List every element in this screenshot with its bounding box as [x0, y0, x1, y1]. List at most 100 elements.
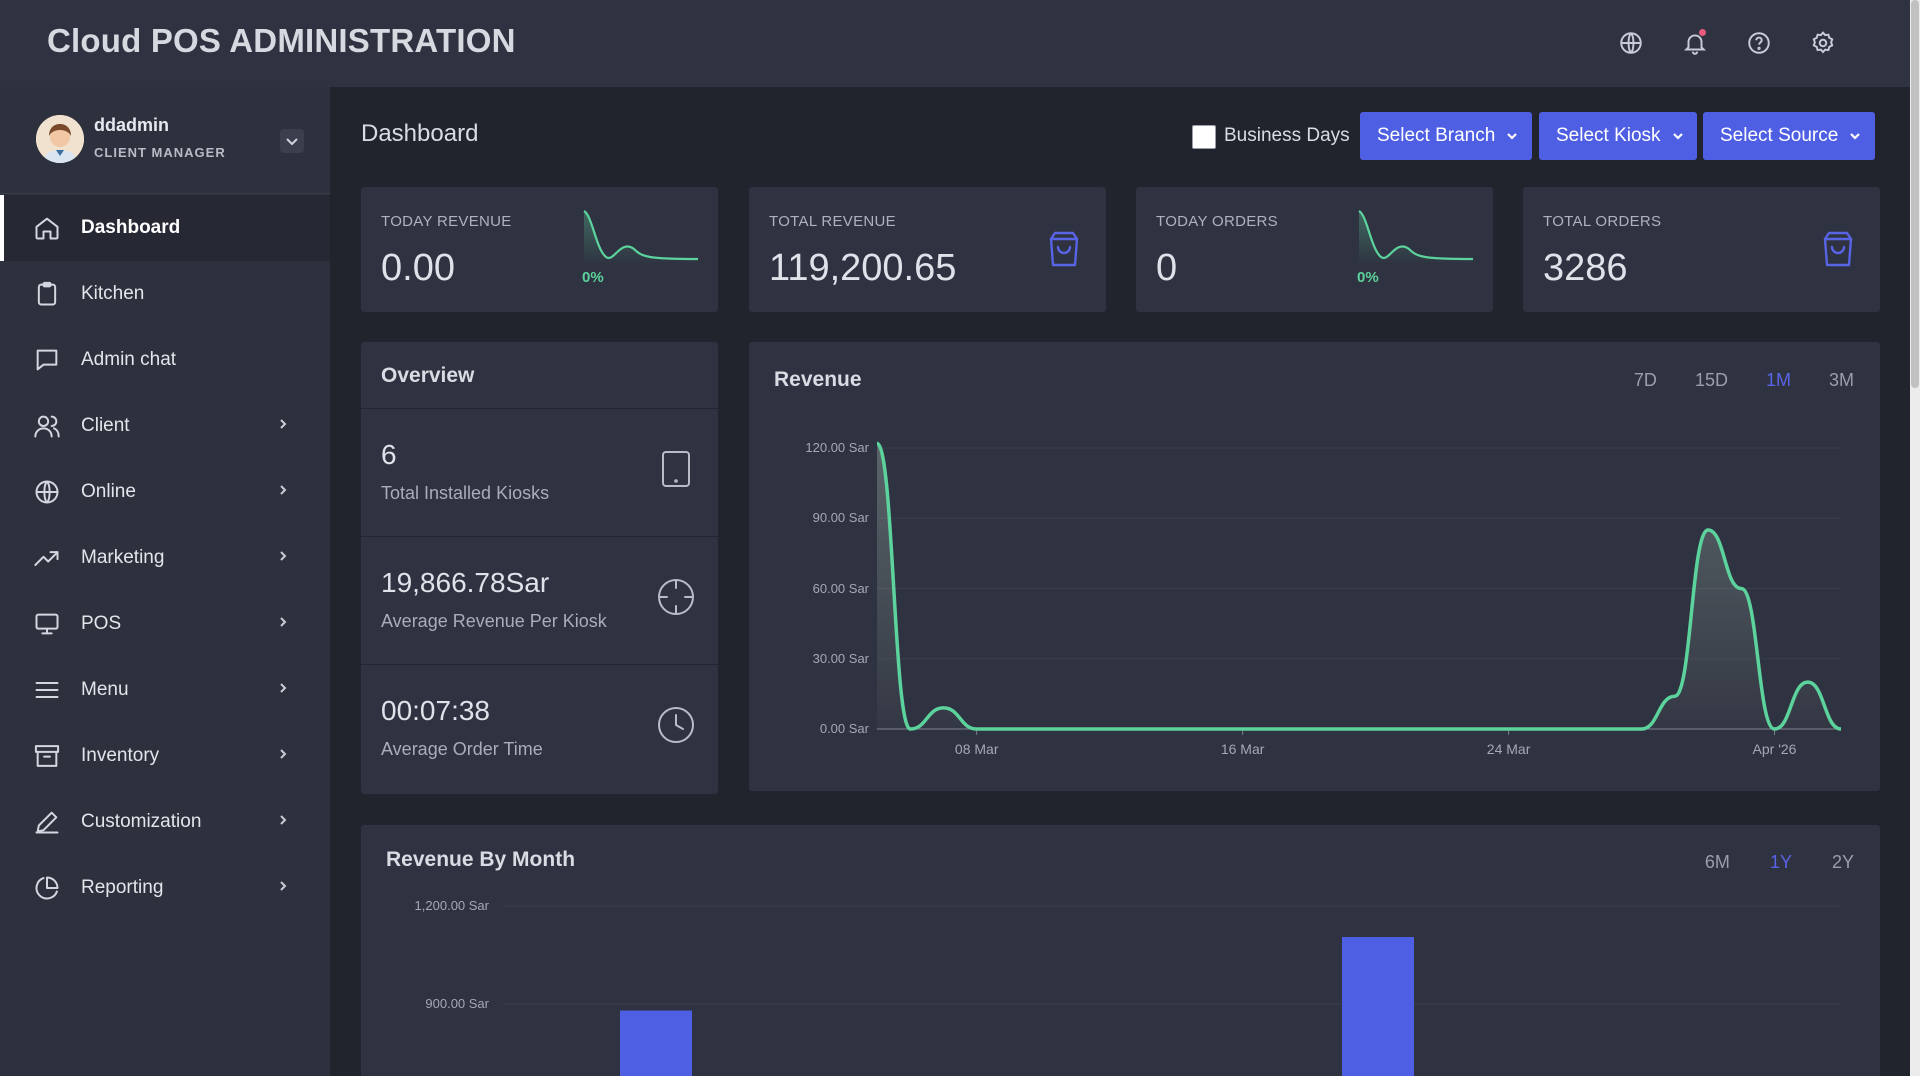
sidebar-item-label: Reporting: [81, 877, 164, 898]
sidebar-item-kitchen[interactable]: Kitchen: [0, 261, 330, 327]
y-tick-label: 900.00 Sar: [425, 996, 489, 1011]
notification-dot: [1699, 29, 1706, 36]
sparkline: [583, 210, 699, 265]
x-tick-label: 08 Mar: [954, 741, 999, 757]
stat-value: 0.00: [381, 247, 455, 289]
scrollbar[interactable]: [1910, 0, 1920, 1076]
sidebar-item-label: Dashboard: [81, 217, 181, 238]
range-tab-7d[interactable]: 7D: [1633, 370, 1657, 390]
avatar[interactable]: [36, 115, 84, 163]
revenue-chart-title: Revenue: [774, 368, 862, 391]
sidebar-item-inventory[interactable]: Inventory: [0, 723, 330, 789]
chevron-right-icon: [276, 813, 290, 827]
overview-card: Overview 6 Total Installed Kiosks 19,866…: [361, 342, 718, 794]
stat-label: TOTAL ORDERS: [1543, 213, 1662, 230]
help-icon[interactable]: [1742, 26, 1776, 60]
user-menu-toggle[interactable]: [280, 129, 304, 153]
users-icon: [32, 411, 62, 441]
sidebar-item-dashboard[interactable]: Dashboard: [0, 195, 330, 261]
home-icon: [32, 213, 62, 243]
stat-value: 0: [1156, 247, 1178, 289]
y-tick-label: 60.00 Sar: [812, 580, 869, 596]
trending-up-icon: [32, 543, 62, 573]
sidebar: ddadmin CLIENT MANAGER Dashboard Kitchen…: [0, 87, 330, 1076]
y-tick-label: 30.00 Sar: [812, 650, 869, 666]
sidebar-item-customization[interactable]: Customization: [0, 789, 330, 855]
y-tick-label: 1,200.00 Sar: [414, 898, 489, 913]
chat-icon: [32, 345, 62, 375]
stat-percent: 0%: [582, 269, 604, 286]
range-tab-15d[interactable]: 15D: [1694, 370, 1728, 390]
range-tab-1y[interactable]: 1Y: [1769, 852, 1792, 872]
page-title: Dashboard: [361, 120, 479, 147]
revenue-series-line: [875, 441, 1842, 731]
revenue-line-chart: [875, 441, 1842, 735]
sidebar-item-label: Inventory: [81, 745, 160, 766]
stat-card-total-revenue: TOTAL REVENUE 119,200.65: [749, 187, 1106, 312]
settings-icon[interactable]: [1806, 26, 1840, 60]
sidebar-item-reporting[interactable]: Reporting: [0, 855, 330, 921]
month-range-tabs: 6M 1Y 2Y: [1705, 852, 1854, 873]
globe-icon[interactable]: [1614, 26, 1648, 60]
sidebar-item-online[interactable]: Online: [0, 459, 330, 525]
month-bar-chart: [503, 905, 1841, 1076]
chevron-down-icon: [1507, 133, 1518, 140]
pen-icon: [32, 807, 62, 837]
archive-icon: [32, 741, 62, 771]
sidebar-item-label: POS: [81, 613, 122, 634]
select-source-button[interactable]: Select Source: [1703, 112, 1875, 160]
stat-value: 119,200.65: [769, 247, 957, 289]
chevron-down-icon: [286, 138, 298, 146]
sidebar-item-client[interactable]: Client: [0, 393, 330, 459]
overview-row-avg-revenue: 19,866.78Sar Average Revenue Per Kiosk: [361, 536, 718, 664]
y-tick-label: 120.00 Sar: [805, 440, 869, 455]
chevron-right-icon: [276, 615, 290, 629]
menu-icon: [32, 675, 62, 705]
overview-value: 19,866.78Sar: [381, 567, 550, 598]
stat-card-today-revenue: TODAY REVENUE 0.00 0%: [361, 187, 718, 312]
sidebar-item-menu[interactable]: Menu: [0, 657, 330, 723]
sidebar-nav: Dashboard Kitchen Admin chat Client Onli…: [0, 195, 330, 921]
sidebar-item-label: Kitchen: [81, 283, 145, 304]
stat-percent: 0%: [1357, 269, 1379, 286]
stat-label: TOTAL REVENUE: [769, 213, 896, 230]
sidebar-item-label: Online: [81, 481, 136, 502]
chevron-down-icon: [1672, 133, 1683, 140]
range-tab-1m[interactable]: 1M: [1765, 370, 1791, 390]
sparkline: [1358, 210, 1474, 265]
select-branch-label: Select Branch: [1377, 125, 1496, 146]
sidebar-item-pos[interactable]: POS: [0, 591, 330, 657]
overview-label: Total Installed Kiosks: [381, 483, 550, 503]
chevron-right-icon: [276, 747, 290, 761]
stat-card-today-orders: TODAY ORDERS 0 0%: [1136, 187, 1493, 312]
y-tick-label: 0.00 Sar: [819, 721, 869, 736]
stat-card-total-orders: TOTAL ORDERS 3286: [1523, 187, 1880, 312]
chevron-right-icon: [276, 549, 290, 563]
stat-label: TODAY ORDERS: [1156, 213, 1278, 230]
select-branch-button[interactable]: Select Branch: [1360, 112, 1532, 160]
sidebar-item-admin-chat[interactable]: Admin chat: [0, 327, 330, 393]
overview-label: Average Revenue Per Kiosk: [381, 611, 607, 631]
business-days-label[interactable]: Business Days: [1224, 125, 1350, 146]
business-days-checkbox[interactable]: [1192, 125, 1216, 149]
globe-icon: [32, 477, 62, 507]
range-tab-3m[interactable]: 3M: [1828, 370, 1854, 390]
month-bar: [1342, 937, 1414, 1076]
revenue-area: [877, 443, 1841, 729]
range-tab-2y[interactable]: 2Y: [1831, 852, 1854, 872]
top-icon-group: [1614, 26, 1840, 60]
select-kiosk-button[interactable]: Select Kiosk: [1539, 112, 1697, 160]
chevron-right-icon: [276, 417, 290, 431]
month-chart-title: Revenue By Month: [386, 848, 576, 871]
clock-icon: [656, 705, 696, 745]
sidebar-item-marketing[interactable]: Marketing: [0, 525, 330, 591]
select-source-label: Select Source: [1720, 125, 1839, 146]
sidebar-item-label: Admin chat: [81, 349, 177, 370]
sidebar-item-label: Menu: [81, 679, 129, 700]
revenue-by-month-card: Revenue By Month 6M 1Y 2Y 900.00 Sar 1,20…: [361, 825, 1880, 1076]
overview-value: 00:07:38: [381, 695, 490, 726]
user-name: ddadmin: [94, 115, 169, 135]
bell-icon[interactable]: [1678, 26, 1712, 60]
range-tab-6m[interactable]: 6M: [1704, 852, 1730, 872]
scrollbar-thumb[interactable]: [1911, 0, 1919, 388]
